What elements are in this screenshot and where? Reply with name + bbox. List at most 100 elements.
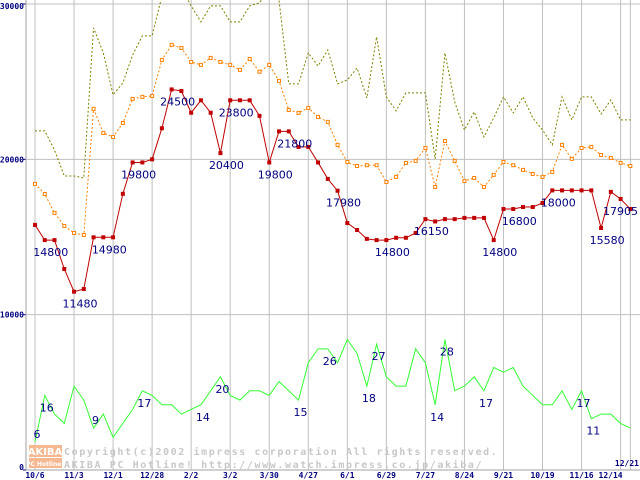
data-point (452, 217, 457, 222)
data-label-min: 19800 (258, 168, 293, 181)
data-point (550, 188, 555, 193)
data-point (159, 57, 164, 62)
data-label-count: 17 (137, 397, 151, 410)
data-point (413, 230, 418, 235)
data-point (335, 188, 340, 193)
data-point (501, 207, 506, 212)
data-point (316, 160, 321, 165)
data-label-min: 14800 (482, 246, 517, 259)
x-tick-label: 12/1 (103, 471, 122, 480)
data-point (81, 287, 86, 292)
data-point (374, 163, 379, 168)
data-point (481, 184, 486, 189)
data-point (120, 120, 125, 125)
data-point (599, 152, 604, 157)
data-point (569, 188, 574, 193)
data-label-count: 14 (196, 411, 210, 424)
x-tick-label: 10/19 (530, 471, 554, 480)
x-tick-label: 4/27 (299, 471, 318, 480)
data-point (198, 62, 203, 67)
data-point (442, 217, 447, 222)
data-point (72, 230, 77, 235)
x-tick-label: 10/6 (25, 471, 44, 480)
data-point (169, 42, 174, 47)
data-label-count: 28 (440, 346, 454, 359)
data-label-count: 18 (362, 392, 376, 405)
data-point (472, 215, 477, 220)
data-point (267, 62, 272, 67)
data-point (462, 178, 467, 183)
data-point (511, 207, 516, 212)
data-point (442, 139, 447, 144)
data-point (189, 59, 194, 64)
data-point (569, 156, 574, 161)
data-point (306, 105, 311, 110)
data-point (33, 222, 37, 227)
data-point (286, 129, 291, 134)
data-point (296, 144, 301, 149)
data-label-min: 19800 (121, 168, 156, 181)
site-url-text: AKIBA PC Hotline! http://www.watch.impre… (64, 459, 483, 471)
data-point (452, 158, 457, 163)
data-point (150, 157, 155, 162)
data-point (540, 200, 545, 205)
data-point (91, 235, 96, 240)
data-point (540, 174, 545, 179)
data-point (413, 158, 418, 163)
data-label-min: 15580 (590, 234, 625, 247)
data-point (267, 160, 272, 165)
data-point (257, 69, 262, 74)
data-label-count: 14 (430, 411, 444, 424)
x-tick-label: 11/3 (64, 471, 83, 480)
data-point (42, 238, 47, 243)
x-tick-label: 6/29 (377, 471, 396, 480)
data-point (550, 169, 555, 174)
data-point (345, 221, 350, 226)
data-point (247, 98, 252, 103)
watermark: AKIBA PC Hotline! Copyright(c)2002 impre… (26, 445, 497, 471)
data-point (62, 266, 67, 271)
data-point (364, 236, 369, 241)
x-tick-label: 7/27 (416, 471, 435, 480)
logo-top-box (29, 445, 62, 457)
data-label-min: 16150 (414, 225, 449, 238)
data-point (247, 56, 252, 61)
data-point (72, 289, 77, 294)
data-point (433, 219, 438, 224)
data-point (257, 113, 262, 118)
data-point (228, 98, 233, 103)
data-label-count: 11 (586, 425, 600, 438)
data-point (589, 188, 594, 193)
x-tick-label: 8/24 (455, 471, 474, 480)
data-point (296, 110, 301, 115)
data-point (130, 160, 135, 165)
y-tick-label: 20000 (0, 155, 24, 164)
data-label-count: 26 (323, 355, 337, 368)
data-point (111, 235, 116, 240)
data-point (140, 160, 145, 165)
data-point (511, 163, 516, 168)
data-point (111, 134, 116, 139)
data-point (628, 207, 633, 212)
data-point (403, 160, 408, 165)
data-point (286, 107, 291, 112)
data-point (530, 171, 535, 176)
data-point (608, 189, 613, 194)
data-label-count: 17 (479, 397, 493, 410)
data-point (560, 142, 565, 147)
data-point (208, 55, 213, 60)
data-label-count: 9 (92, 414, 99, 427)
data-label-count: 16 (40, 401, 54, 414)
y-tick-label: 30000 (0, 2, 24, 11)
series-line-max (35, 0, 631, 179)
data-label-min: 14800 (33, 246, 68, 259)
data-point (481, 215, 486, 220)
data-point (628, 164, 633, 169)
data-point (521, 205, 525, 210)
grid (26, 0, 640, 470)
data-point (384, 180, 389, 185)
data-point (345, 159, 350, 164)
logo-text: AKIBA (28, 447, 63, 458)
data-point (52, 238, 57, 243)
